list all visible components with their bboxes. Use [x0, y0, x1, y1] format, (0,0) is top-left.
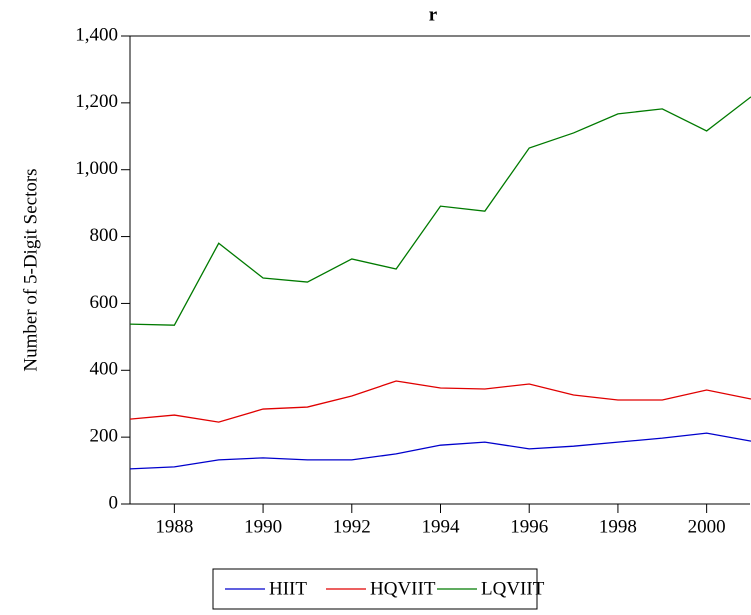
y-tick-label: 0 [109, 492, 119, 513]
y-tick-label: 400 [90, 359, 119, 380]
series-line [129, 432, 751, 470]
x-tick-label: 1992 [333, 516, 371, 537]
legend-label: HQVIIT [370, 578, 436, 599]
y-axis-label: Number of 5-Digit Sectors [20, 168, 41, 371]
x-tick-label: 1994 [422, 516, 461, 537]
y-tick-label: 1,200 [75, 91, 118, 112]
y-tick-label: 800 [90, 225, 119, 246]
y-tick-label: 1,400 [75, 24, 118, 45]
x-tick-label: 2000 [688, 516, 726, 537]
y-tick-label: 200 [90, 426, 119, 447]
series-line [129, 380, 751, 423]
x-tick-label: 1998 [599, 516, 637, 537]
chart-title: r [429, 4, 438, 25]
x-tick-label: 1996 [510, 516, 548, 537]
y-tick-label: 600 [90, 292, 119, 313]
y-tick-label: 1,000 [75, 158, 118, 179]
legend-label: LQVIIT [481, 578, 545, 599]
legend-label: HIIT [269, 578, 307, 599]
x-tick-label: 1988 [155, 516, 193, 537]
legend [212, 568, 538, 610]
series-line [129, 96, 751, 326]
x-tick-label: 1990 [244, 516, 282, 537]
